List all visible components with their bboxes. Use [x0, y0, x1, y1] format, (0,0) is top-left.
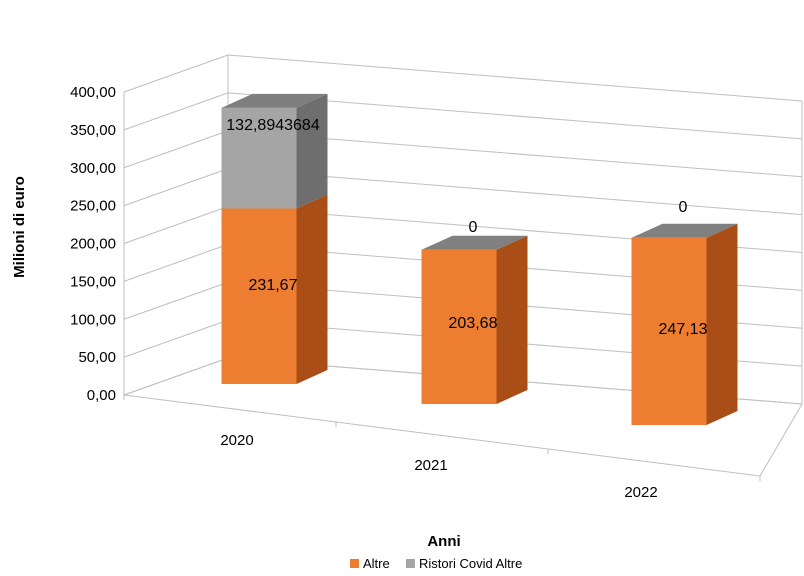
bar-altre-2022	[631, 237, 707, 425]
data-label-ristori-covid-altre-2020: 132,8943684	[226, 117, 320, 134]
y-tick-label: 150,00	[70, 273, 116, 290]
gridline-side	[123, 54, 229, 93]
data-label-altre-2020: 231,67	[249, 277, 298, 294]
data-label-altre-2021: 203,68	[449, 315, 498, 332]
legend-swatch-altre	[350, 559, 359, 568]
gridline-side	[123, 319, 229, 358]
y-tick-label: 100,00	[70, 311, 116, 328]
legend-swatch-ristori	[406, 559, 415, 568]
x-axis-title: Anni	[427, 533, 460, 550]
bar-top-2020	[221, 93, 328, 108]
bar-altre-2021	[421, 249, 497, 404]
y-tick-label: 250,00	[70, 198, 116, 215]
y-tick-label: 300,00	[70, 160, 116, 177]
y-tick-label: 200,00	[70, 236, 116, 253]
y-axis-title: Milioni di euro	[11, 176, 28, 278]
y-tick-label: 400,00	[70, 84, 116, 101]
bar-side-altre-2020	[296, 194, 328, 384]
y-tick-label: 50,00	[78, 349, 116, 366]
bar-side-altre-2022	[706, 223, 738, 425]
bars	[221, 93, 738, 425]
x-tick-label-2021: 2021	[414, 457, 447, 474]
bar-side-ristori-covid-altre-2020	[296, 93, 328, 209]
bar-top-2022	[631, 223, 738, 238]
tick-labels: 0,00 50,00 100,00 150,00 200,00 250,00 300,00 3…	[70, 84, 658, 501]
gridline-side	[123, 130, 229, 169]
bar-top-2021	[421, 235, 528, 250]
bar-side-altre-2021	[496, 235, 528, 404]
gridline-side	[123, 281, 229, 320]
gridline-side	[123, 243, 229, 282]
gridline-back	[227, 54, 803, 102]
legend-label-altre: Altre	[363, 556, 390, 571]
x-tick-label-2022: 2022	[624, 484, 657, 501]
bar-altre-2020	[221, 208, 297, 384]
x-tick-label-2020: 2020	[220, 432, 253, 449]
data-labels: 231,67 132,8943684 203,68 0 247,13 0	[226, 117, 707, 338]
gridline-side	[123, 92, 229, 131]
legend-label-ristori: Ristori Covid Altre	[419, 556, 522, 571]
data-label-ristori-covid-altre-2022: 0	[679, 199, 688, 216]
y-tick-label: 0,00	[87, 387, 116, 404]
data-label-altre-2022: 247,13	[659, 321, 708, 338]
data-label-ristori-covid-altre-2021: 0	[469, 219, 478, 236]
legend: Altre Ristori Covid Altre	[350, 556, 522, 571]
gridline-side	[123, 168, 229, 207]
y-tick-label: 350,00	[70, 122, 116, 139]
bar-ristori-covid-altre-2020	[221, 107, 297, 209]
gridline-side	[123, 206, 229, 244]
